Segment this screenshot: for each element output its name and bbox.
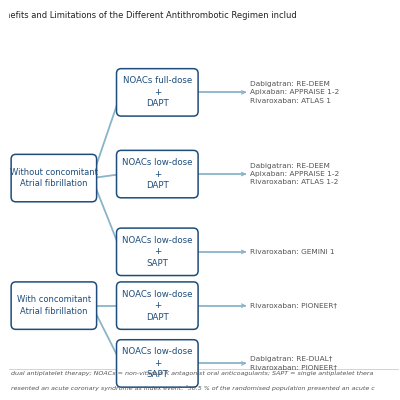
Text: With concomitant
Atrial fibrillation: With concomitant Atrial fibrillation	[17, 296, 91, 316]
Text: Dabigatran: RE-DUAL†
Rivaroxaban: PIONEER†: Dabigatran: RE-DUAL† Rivaroxaban: PIONEE…	[250, 356, 337, 370]
Text: Dabigatran: RE-DEEM
Apixaban: APPRAISE 1-2
Rivaroxaban: ATLAS 1: Dabigatran: RE-DEEM Apixaban: APPRAISE 1…	[250, 81, 339, 104]
Text: Dabigatran: RE-DEEM
Apixaban: APPRAISE 1-2
Rivaroxaban: ATLAS 1-2: Dabigatran: RE-DEEM Apixaban: APPRAISE 1…	[250, 163, 339, 185]
FancyBboxPatch shape	[116, 228, 198, 276]
FancyBboxPatch shape	[116, 69, 198, 116]
Text: Rivaroxaban: GEMINI 1: Rivaroxaban: GEMINI 1	[250, 249, 334, 255]
Text: NOACs full-dose
+
DAPT: NOACs full-dose + DAPT	[123, 76, 192, 108]
Text: resented an acute coronary syndrome as index event. ²50.5 % of the randomised po: resented an acute coronary syndrome as i…	[9, 384, 375, 390]
FancyBboxPatch shape	[11, 154, 97, 202]
FancyBboxPatch shape	[116, 340, 198, 387]
Text: NOACs low-dose
+
DAPT: NOACs low-dose + DAPT	[122, 290, 192, 322]
Text: Rivaroxaban: PIONEER†: Rivaroxaban: PIONEER†	[250, 303, 337, 309]
Text: NOACs low-dose
+
SAPT: NOACs low-dose + SAPT	[122, 236, 192, 268]
Text: NOACs low-dose
+
SAPT: NOACs low-dose + SAPT	[122, 348, 192, 379]
FancyBboxPatch shape	[116, 282, 198, 329]
FancyBboxPatch shape	[11, 282, 97, 329]
Text: nefits and Limitations of the Different Antithrombotic Regimen includ: nefits and Limitations of the Different …	[5, 11, 297, 20]
Text: dual antiplatelet therapy; NOACs = non-vitamin K antagonist oral anticoagulants;: dual antiplatelet therapy; NOACs = non-v…	[9, 372, 373, 376]
FancyBboxPatch shape	[116, 150, 198, 198]
Text: NOACs low-dose
+
DAPT: NOACs low-dose + DAPT	[122, 158, 192, 190]
Text: Without concomitant
Atrial fibrillation: Without concomitant Atrial fibrillation	[10, 168, 98, 188]
